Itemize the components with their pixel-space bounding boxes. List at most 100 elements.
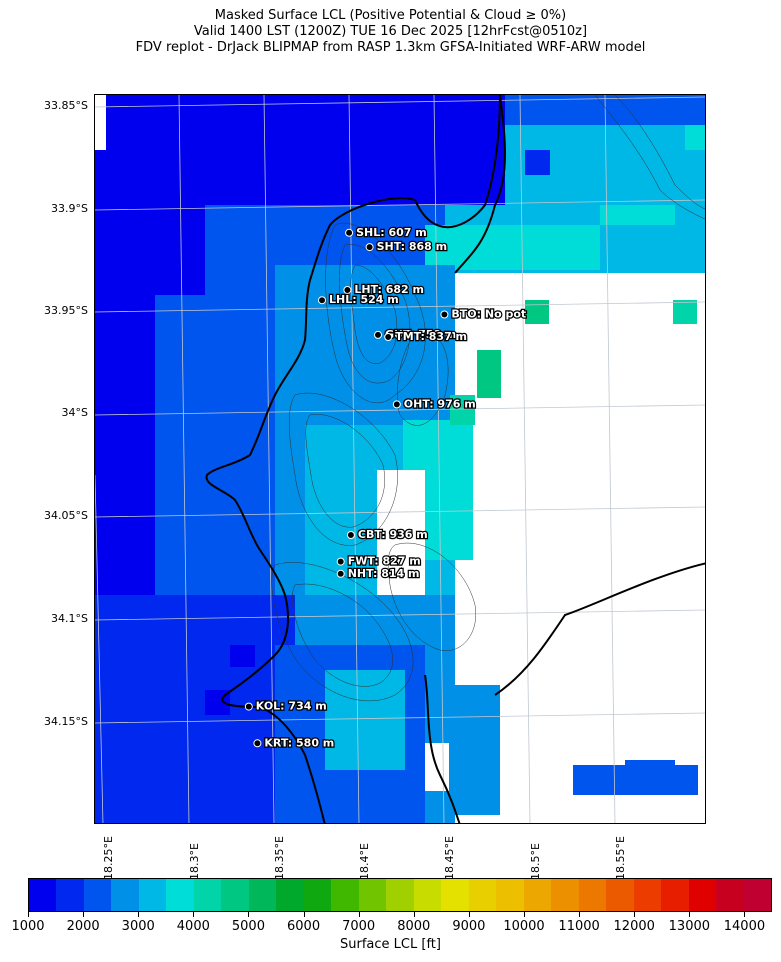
colorbar-segment [193,879,222,911]
station-label-gut: GUT: 758 m [385,328,456,341]
station-label-fwt: FWT: 827 m [348,555,421,568]
station-marker-shl[interactable] [345,228,354,237]
raster-white-column [377,470,425,595]
title-line-3: FDV replot - DrJack BLIPMAP from RASP 1.… [135,40,646,55]
colorbar-tick-label: 3000 [121,919,155,934]
station-marker-fwt[interactable] [336,557,345,566]
colorbar-segment [633,879,662,911]
raster-top-block [95,95,205,295]
contour [350,264,398,364]
map-panel[interactable]: SHL: 607 m SHT: 868 m LHT: 682 m LHL: 524 m… [94,94,706,824]
station-label-oht: OHT: 976 m [404,397,476,410]
lat-tick-label: 34.1°S [51,612,88,625]
station-marker-oht[interactable] [392,400,401,409]
colorbar-tickmark [138,912,140,917]
lat-tick-label: 34.05°S [44,509,88,522]
lon-tick-label: 18.55°E [614,836,627,880]
contour [614,95,705,210]
station-label-sht: SHT: 868 m [377,240,448,253]
colorbar-segment [56,879,84,911]
colorbar-tickmark [634,912,636,917]
colorbar-segment [661,879,689,911]
graticule [95,95,705,823]
station-label-shl: SHL: 607 m [356,226,427,239]
colorbar-tickmark [193,912,195,917]
station-marker-tmt[interactable] [384,333,393,341]
lon-tick-label: 18.35°E [273,836,286,880]
station-label-tmt: TMT: 837 m [395,330,467,343]
colorbar-segment [166,879,194,911]
colorbar-segment [523,879,552,911]
raster-sw-block [230,645,255,667]
colorbar-segment [468,879,497,911]
gridline-lat [95,199,705,211]
coastline-east [454,95,506,274]
colorbar-tick-label: 8000 [397,919,431,934]
colorbar-tick-label: 11000 [558,919,600,934]
lat-tick-label: 33.9°S [51,202,88,215]
colorbar-segment [688,879,717,911]
station-marker-lht[interactable] [343,286,352,294]
colorbar-tickmark [744,912,746,917]
colorbar-tickmark [579,912,581,917]
station-marker-krt[interactable] [253,739,262,748]
colorbar-segment [578,879,607,911]
coastline-west [205,95,501,823]
colorbar-segment [743,879,772,911]
colorbar-segment [606,879,634,911]
title-line-1: Masked Surface LCL (Positive Potential &… [214,8,567,23]
station-marker-sht[interactable] [365,243,374,252]
lat-tick-label: 33.95°S [44,304,88,317]
colorbar-tick-label: 1000 [11,919,45,934]
gridline-lon [519,95,531,823]
station-marker-bto[interactable] [440,310,449,319]
terrain-contours [271,95,705,702]
station-marker-kol[interactable] [244,702,253,711]
station-marker-lhl[interactable] [318,296,326,305]
colorbar-segment [358,879,387,911]
gridline-lat [95,506,705,518]
colorbar-segment [413,879,442,911]
colorbar-tickmark [358,912,360,917]
raster-green-3 [673,300,697,324]
colorbar-segment [386,879,414,911]
colorbar-segment [138,879,167,911]
colorbar-segment [111,879,139,911]
station-label-lht: LHT: 682 m [354,283,424,296]
station-label-krt: KRT: 580 m [264,736,334,749]
gridline-lon [604,95,616,823]
colorbar-segment [331,879,359,911]
gridline-lon [95,474,104,823]
gridline-lon [178,95,190,823]
colorbar-tickmark [413,912,415,917]
station-marker-gut[interactable] [374,330,382,339]
contour [594,95,705,220]
contour [292,583,393,687]
lon-tick-label: 18.5°E [529,843,542,880]
lat-tick-label: 33.85°S [44,99,88,112]
colorbar-tickmark [468,912,470,917]
colorbar-tick-label: 5000 [231,919,265,934]
colorbar-segment [248,879,277,911]
coastline-false-bay [424,674,461,823]
station-label-cbt: CBT: 936 m [358,528,428,541]
station-label-kol: KOL: 734 m [256,700,327,713]
station-marker-nht[interactable] [336,569,345,578]
raster-south-blue [95,595,295,823]
station-label-lhl: LHL: 524 m [329,293,399,306]
lon-tick-label: 18.4°E [358,843,371,880]
gridline-lat [95,404,705,416]
colorbar-tick-label: 12000 [613,919,655,934]
raster-nw-white [95,95,106,150]
station-label-bto: BTO: No pot [451,308,526,321]
lat-tick-label: 34.15°S [44,715,88,728]
station-marker-cbt[interactable] [346,531,355,539]
contour [325,222,426,404]
raster-teal-strip [450,395,475,425]
colorbar-tickmark [248,912,250,917]
colorbar [28,878,772,912]
contour [387,542,477,652]
colorbar-tick-label: 6000 [287,919,321,934]
